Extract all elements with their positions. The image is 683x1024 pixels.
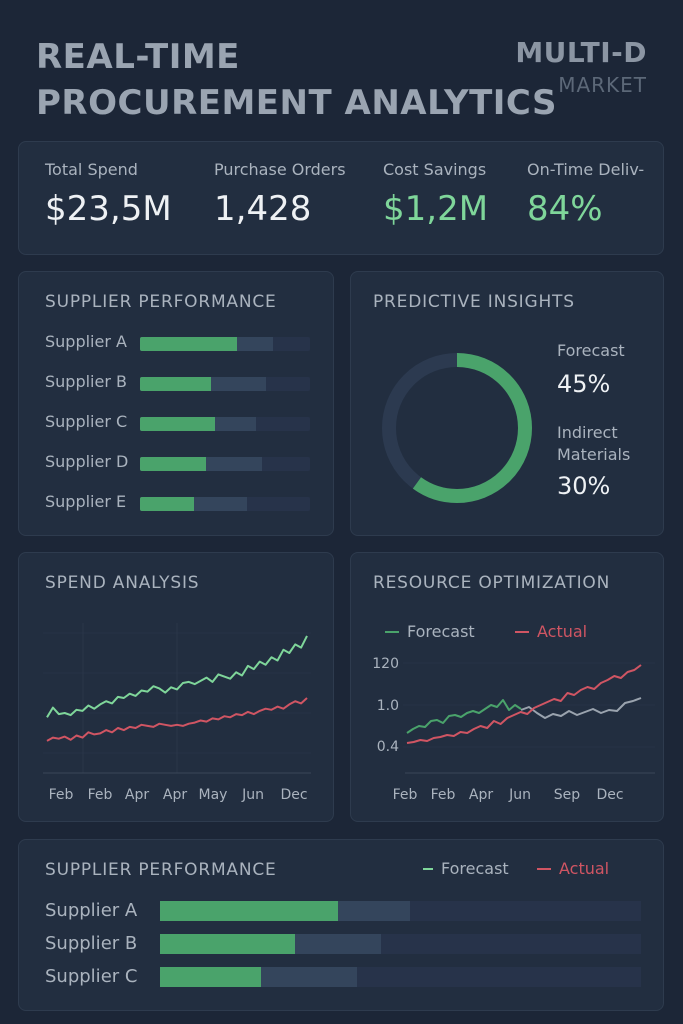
- legend-actual[interactable]: Actual: [515, 622, 587, 641]
- supplier-bar[interactable]: [140, 497, 310, 511]
- page-title: REAL-TIME PROCUREMENT ANALYTICS: [36, 34, 557, 126]
- insight-label-line: Indirect: [557, 423, 618, 442]
- supplier-bar[interactable]: [140, 377, 310, 391]
- resource-optimization-chart: 120 1.0 0.4 Feb Feb Apr Jun Sep Dec: [372, 656, 655, 803]
- spend-analysis-chart: Feb Feb Apr Apr May Jun Dec: [43, 623, 311, 803]
- summary-bar-fill: [160, 967, 261, 987]
- insight-forecast-value: 45%: [557, 370, 611, 398]
- kpi-total-spend[interactable]: Total Spend $23,5M: [45, 160, 172, 229]
- kpi-label: Total Spend: [45, 160, 138, 179]
- supplier-bar[interactable]: [140, 457, 310, 471]
- x-tick-label: Apr: [163, 787, 187, 803]
- title-line-1: REAL-TIME: [36, 37, 240, 77]
- kpi-value: 1,428: [214, 189, 312, 229]
- supplier-label: Supplier E: [45, 492, 127, 511]
- kpi-panel: Total Spend $23,5M Purchase Orders 1,428…: [18, 141, 664, 255]
- supplier-performance-summary-panel: SUPPLIER PERFORMANCE Forecast Actual Sup…: [18, 839, 664, 1011]
- legend-label: Actual: [537, 622, 588, 641]
- brand-subtitle: MARKET: [558, 73, 647, 97]
- y-tick-label: 1.0: [377, 698, 399, 714]
- summary-supplier-label: Supplier B: [45, 933, 138, 954]
- chart-title: SPEND ANALYSIS: [45, 573, 200, 593]
- x-tick-label: Dec: [280, 787, 307, 803]
- predictive-insights-panel: PREDICTIVE INSIGHTS Forecast 45% Indirec…: [350, 271, 664, 536]
- summary-bar-fill: [160, 901, 338, 921]
- supplier-bar-fill: [140, 417, 215, 431]
- x-tick-label: May: [199, 787, 228, 803]
- summary-supplier-bar[interactable]: [160, 901, 641, 921]
- insight-forecast-label: Forecast: [557, 340, 625, 362]
- legend-swatch: [515, 630, 529, 633]
- x-tick-label: Feb: [49, 787, 74, 803]
- legend-forecast[interactable]: Forecast: [423, 859, 509, 878]
- kpi-purchase-orders[interactable]: Purchase Orders 1,428: [214, 160, 346, 229]
- donut-chart: [382, 353, 532, 503]
- x-tick-label: Sep: [554, 787, 581, 803]
- x-tick-label: Feb: [393, 787, 418, 803]
- chart-title: RESOURCE OPTIMIZATION: [373, 573, 611, 593]
- legend-swatch: [385, 630, 399, 633]
- legend-label: Forecast: [441, 859, 509, 878]
- supplier-performance-panel: SUPPLIER PERFORMANCE Supplier A Supplier …: [18, 271, 334, 536]
- summary-supplier-bar[interactable]: [160, 967, 641, 987]
- supplier-bar-fill: [140, 377, 212, 391]
- series-line-green: [46, 635, 308, 718]
- kpi-label: Cost Savings: [383, 160, 487, 179]
- brand-logo: MULTI-D MARKET: [515, 36, 647, 97]
- x-tick-label: Apr: [469, 787, 493, 803]
- supplier-label: Supplier A: [45, 332, 127, 351]
- legend-swatch: [537, 867, 551, 870]
- y-tick-label: 120: [372, 656, 399, 672]
- supplier-label: Supplier D: [45, 452, 129, 471]
- panel-title: SUPPLIER PERFORMANCE: [45, 860, 277, 880]
- summary-supplier-label: Supplier C: [45, 966, 138, 987]
- insight-label-line: Materials: [557, 445, 631, 464]
- supplier-bar[interactable]: [140, 417, 310, 431]
- y-tick-label: 0.4: [377, 739, 399, 755]
- title-line-2: PROCUREMENT ANALYTICS: [36, 83, 557, 123]
- legend-label: Actual: [559, 859, 610, 878]
- supplier-label: Supplier C: [45, 412, 128, 431]
- resource-optimization-panel: RESOURCE OPTIMIZATION Forecast Actual 12…: [350, 552, 664, 822]
- supplier-bar-fill: [140, 337, 237, 351]
- panel-title: PREDICTIVE INSIGHTS: [373, 292, 575, 312]
- insight-indirect-label: Indirect Materials: [557, 422, 630, 466]
- supplier-bar[interactable]: [140, 337, 310, 351]
- brand-name: MULTI-D: [515, 36, 647, 69]
- kpi-label: Purchase Orders: [214, 160, 346, 179]
- kpi-value: 84%: [527, 189, 603, 229]
- kpi-value: $1,2M: [383, 189, 489, 229]
- panel-title: SUPPLIER PERFORMANCE: [45, 292, 277, 312]
- series-line-red: [46, 697, 308, 742]
- series-line-actual: [406, 664, 642, 744]
- insight-indirect-value: 30%: [557, 472, 611, 500]
- spend-analysis-panel: SPEND ANALYSIS Feb Feb Apr Apr May Jun Dec: [18, 552, 334, 822]
- series-line-gray: [520, 697, 642, 719]
- x-tick-label: Apr: [125, 787, 149, 803]
- legend-actual[interactable]: Actual: [537, 859, 609, 878]
- x-tick-label: Jun: [241, 787, 264, 803]
- donut-segment: [382, 353, 532, 503]
- series-line-forecast: [406, 699, 522, 734]
- kpi-cost-savings[interactable]: Cost Savings $1,2M: [383, 160, 488, 229]
- supplier-bar-fill: [140, 497, 195, 511]
- summary-bar-fill: [160, 934, 295, 954]
- legend-forecast[interactable]: Forecast: [385, 622, 475, 641]
- summary-supplier-label: Supplier A: [45, 900, 138, 921]
- summary-supplier-bar[interactable]: [160, 934, 641, 954]
- kpi-value: $23,5M: [45, 189, 172, 229]
- x-tick-label: Feb: [88, 787, 113, 803]
- legend-swatch: [423, 867, 433, 870]
- insight-label-line: Forecast: [557, 341, 625, 360]
- kpi-label: On-Time Deliv-: [527, 160, 645, 179]
- x-tick-label: Jun: [508, 787, 531, 803]
- supplier-label: Supplier B: [45, 372, 127, 391]
- supplier-bar-fill: [140, 457, 207, 471]
- legend-label: Forecast: [407, 622, 475, 641]
- x-tick-label: Dec: [596, 787, 623, 803]
- kpi-on-time-delivery[interactable]: On-Time Deliv- 84%: [527, 160, 644, 229]
- x-tick-label: Feb: [431, 787, 456, 803]
